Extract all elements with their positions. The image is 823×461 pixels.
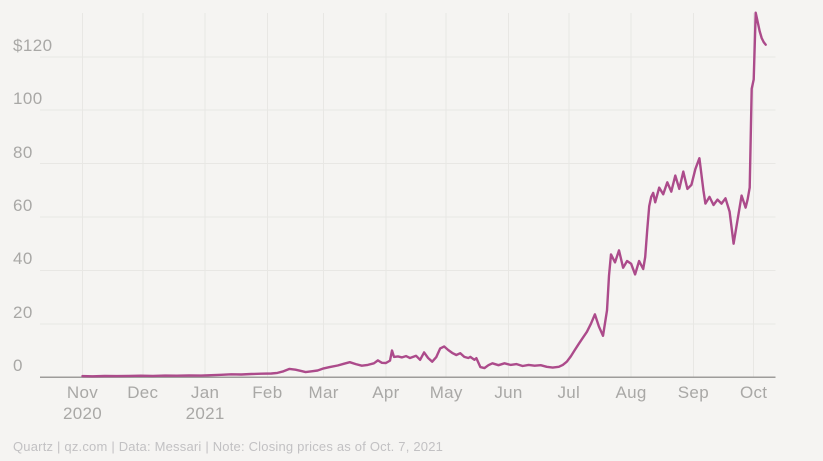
x-axis-label: Apr [372, 383, 400, 402]
x-axis-year-label: 2020 [62, 404, 103, 423]
x-axis-label: May [429, 383, 463, 402]
x-axis-label: Nov [66, 383, 99, 402]
x-axis-year-label: 2021 [185, 404, 225, 423]
x-axis-label: Jan [190, 383, 220, 402]
x-axis-label: Mar [308, 383, 339, 402]
y-axis-label: $120 [13, 35, 53, 55]
y-axis-label: 0 [13, 356, 23, 376]
x-axis-label: Sep [677, 383, 709, 402]
y-axis-label: 80 [13, 142, 33, 162]
y-axis-label: 20 [13, 302, 33, 322]
x-axis-label: Feb [252, 383, 283, 402]
price-line [81, 11, 767, 378]
x-axis-label: Dec [127, 383, 159, 402]
x-axis-label: Jun [494, 383, 523, 402]
source-note: Quartz | qz.com | Data: Messari | Note: … [13, 439, 444, 454]
y-axis-label: 40 [13, 249, 33, 269]
y-axis-label: 60 [13, 195, 33, 215]
y-axis-label: 100 [13, 89, 43, 109]
x-axis-label: Aug [615, 383, 647, 402]
x-axis-label: Oct [739, 383, 768, 402]
x-axis-label: Jul [557, 383, 581, 402]
